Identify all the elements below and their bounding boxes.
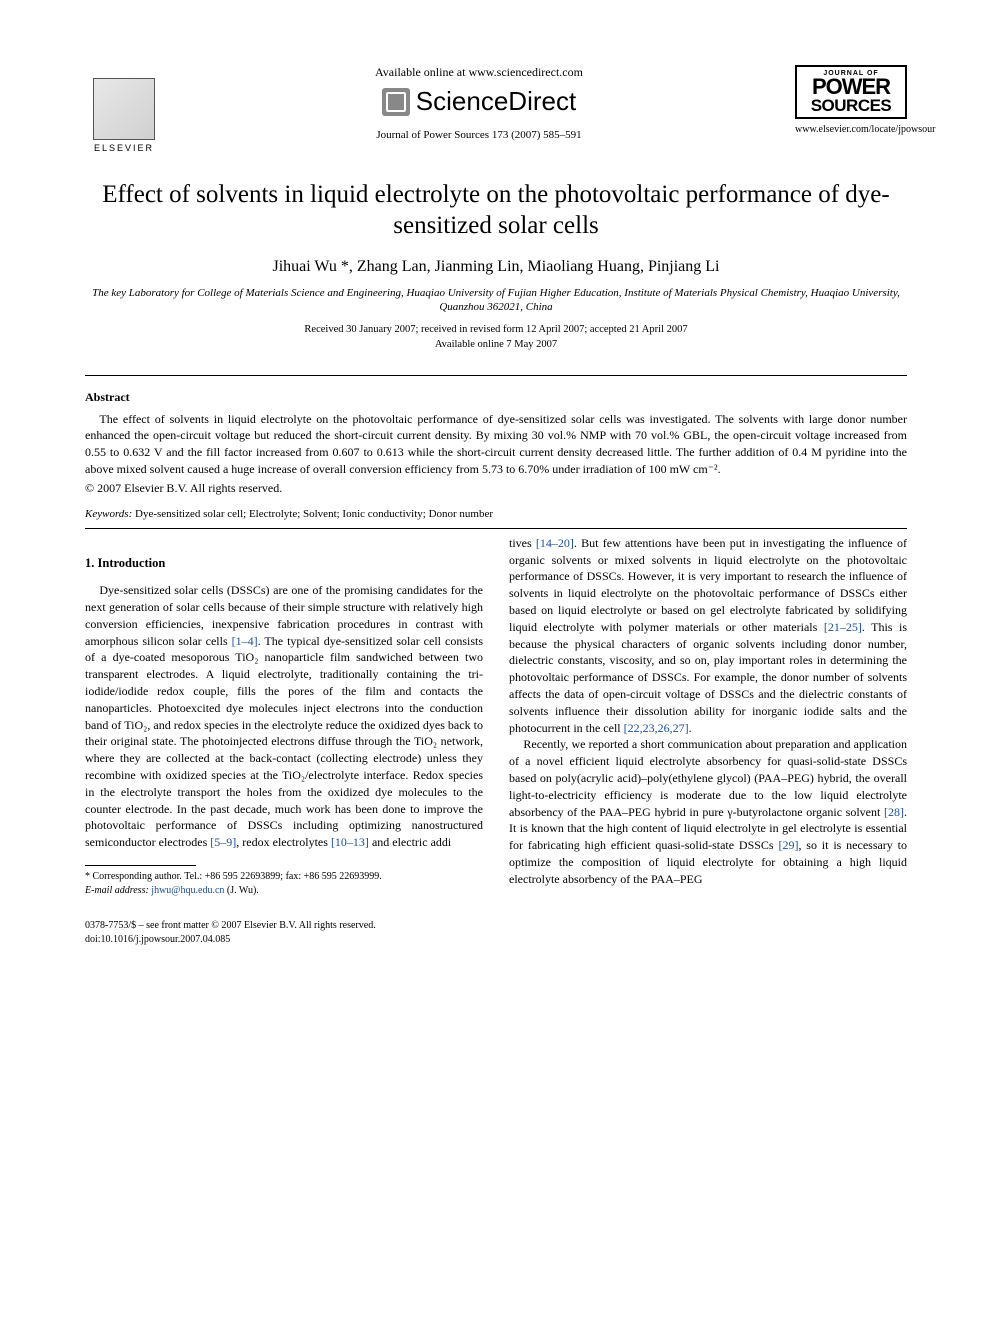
journal-logo-bot: SOURCES: [800, 98, 902, 114]
issn-line: 0378-7753/$ – see front matter © 2007 El…: [85, 919, 907, 933]
p2d: .: [689, 721, 692, 735]
footer: 0378-7753/$ – see front matter © 2007 El…: [85, 919, 907, 946]
affiliation: The key Laboratory for College of Materi…: [85, 286, 907, 316]
p3a: Recently, we reported a short communicat…: [509, 737, 907, 818]
rule-bottom: [85, 528, 907, 529]
available-online-text: Available online at www.sciencedirect.co…: [163, 65, 795, 80]
sciencedirect-icon: [382, 88, 410, 116]
ref-10-13[interactable]: [10–13]: [331, 835, 369, 849]
elsevier-tree-icon: [93, 78, 155, 140]
p1b: . The typical dye-sensitized solar cell …: [85, 634, 483, 850]
p2c: . This is because the physical character…: [509, 620, 907, 735]
p1d: and electric addi: [369, 835, 451, 849]
sciencedirect-logo: ScienceDirect: [163, 86, 795, 117]
journal-reference: Journal of Power Sources 173 (2007) 585–…: [163, 129, 795, 141]
corresponding-author-footnote: * Corresponding author. Tel.: +86 595 22…: [85, 870, 483, 897]
journal-logo-box: JOURNAL OF POWER SOURCES: [795, 65, 907, 119]
elsevier-logo: ELSEVIER: [85, 65, 163, 153]
doi-line: doi:10.1016/j.jpowsour.2007.04.085: [85, 933, 907, 947]
footnote-rule: [85, 865, 196, 866]
p1c: , redox electrolytes: [236, 835, 331, 849]
rule-top: [85, 375, 907, 376]
dates-received: Received 30 January 2007; received in re…: [304, 324, 687, 335]
ref-29[interactable]: [29]: [778, 838, 798, 852]
intro-para-1: Dye-sensitized solar cells (DSSCs) are o…: [85, 582, 483, 851]
journal-url: www.elsevier.com/locate/jpowsour: [795, 124, 907, 135]
ref-28[interactable]: [28]: [884, 805, 904, 819]
dates-available: Available online 7 May 2007: [435, 339, 557, 350]
ref-1-4[interactable]: [1–4]: [232, 634, 258, 648]
intro-para-2: Recently, we reported a short communicat…: [509, 736, 907, 887]
ref-21-25[interactable]: [21–25]: [824, 620, 862, 634]
journal-logo: JOURNAL OF POWER SOURCES www.elsevier.co…: [795, 65, 907, 135]
keywords-list: Dye-sensitized solar cell; Electrolyte; …: [135, 508, 493, 520]
email-label: E-mail address:: [85, 885, 149, 896]
keywords: Keywords: Dye-sensitized solar cell; Ele…: [85, 508, 907, 520]
author-list: Jihuai Wu *, Zhang Lan, Jianming Lin, Mi…: [85, 258, 907, 276]
corr-author-line: * Corresponding author. Tel.: +86 595 22…: [85, 870, 483, 884]
sciencedirect-block: Available online at www.sciencedirect.co…: [163, 65, 795, 141]
intro-para-1-cont: tives [14–20]. But few attentions have b…: [509, 535, 907, 737]
email-link[interactable]: jhwu@hqu.edu.cn: [151, 885, 224, 896]
abstract-copyright: © 2007 Elsevier B.V. All rights reserved…: [85, 481, 907, 496]
publisher-name: ELSEVIER: [94, 143, 154, 153]
body-columns: 1. Introduction Dye-sensitized solar cel…: [85, 535, 907, 897]
p2a: tives: [509, 536, 536, 550]
keywords-label: Keywords:: [85, 508, 132, 520]
header-row: ELSEVIER Available online at www.science…: [85, 65, 907, 153]
ref-22-27[interactable]: [22,23,26,27]: [624, 721, 689, 735]
article-title: Effect of solvents in liquid electrolyte…: [85, 179, 907, 242]
journal-logo-mid: POWER: [800, 77, 902, 98]
sciencedirect-wordmark: ScienceDirect: [416, 86, 576, 117]
abstract-heading: Abstract: [85, 390, 907, 405]
ref-5-9[interactable]: [5–9]: [210, 835, 236, 849]
abstract-body: The effect of solvents in liquid electro…: [85, 411, 907, 478]
email-who: (J. Wu).: [227, 885, 259, 896]
ref-14-20[interactable]: [14–20]: [536, 536, 574, 550]
article-dates: Received 30 January 2007; received in re…: [85, 323, 907, 352]
section-1-heading: 1. Introduction: [85, 555, 483, 573]
